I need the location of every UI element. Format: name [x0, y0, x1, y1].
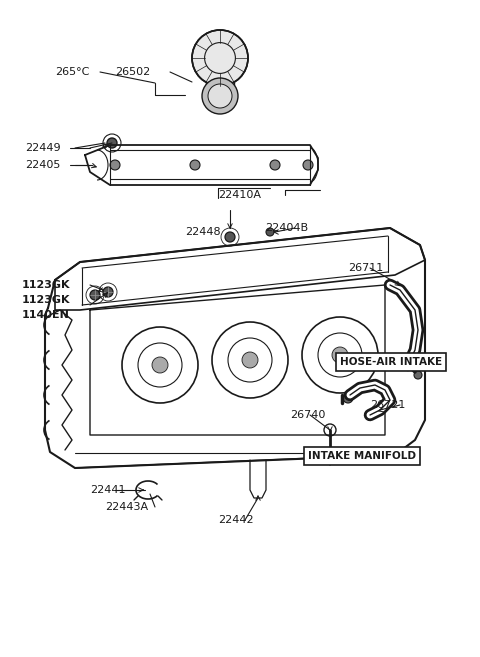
Circle shape: [242, 352, 258, 368]
Text: 1123GK: 1123GK: [22, 295, 71, 305]
Circle shape: [107, 138, 117, 148]
Circle shape: [202, 78, 238, 114]
Circle shape: [303, 160, 313, 170]
Circle shape: [152, 357, 168, 373]
Text: 22404B: 22404B: [265, 223, 308, 233]
Circle shape: [270, 160, 280, 170]
Circle shape: [414, 371, 422, 379]
Circle shape: [208, 84, 232, 108]
Circle shape: [103, 287, 113, 297]
Text: 22449: 22449: [25, 143, 60, 153]
Text: 22448: 22448: [185, 227, 221, 237]
Bar: [206, 82, 234, 94]
Text: 22443A: 22443A: [105, 502, 148, 512]
Text: 1123GK: 1123GK: [22, 280, 71, 290]
Circle shape: [110, 160, 120, 170]
Text: 26721: 26721: [370, 400, 406, 410]
Text: HOSE-AIR INTAKE: HOSE-AIR INTAKE: [340, 357, 442, 367]
Text: 26502: 26502: [115, 67, 150, 77]
Text: 22441: 22441: [90, 485, 125, 495]
Text: 1140EN: 1140EN: [22, 310, 70, 320]
Text: 22442: 22442: [218, 515, 253, 525]
Circle shape: [192, 30, 248, 86]
Circle shape: [332, 347, 348, 363]
Circle shape: [90, 290, 100, 300]
Text: 22405: 22405: [25, 160, 60, 170]
Circle shape: [266, 228, 274, 236]
Text: 265°C: 265°C: [55, 67, 89, 77]
Text: 26740: 26740: [290, 410, 325, 420]
Text: 22410A: 22410A: [218, 190, 261, 200]
Text: INTAKE MANIFOLD: INTAKE MANIFOLD: [308, 451, 416, 461]
Circle shape: [343, 393, 353, 403]
Circle shape: [225, 232, 235, 242]
Text: 26711: 26711: [348, 263, 383, 273]
Circle shape: [190, 160, 200, 170]
